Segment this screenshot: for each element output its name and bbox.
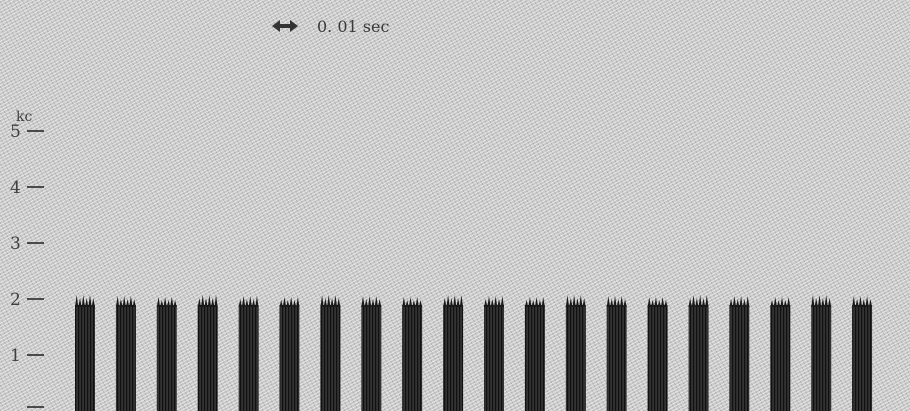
pulse-band-11 [484, 296, 504, 411]
pulse-band-13 [565, 295, 586, 411]
pulse-band-20 [852, 296, 873, 411]
double-arrow-icon [272, 20, 298, 32]
pulse-band-4 [197, 295, 218, 411]
pulse-band-1 [75, 295, 95, 411]
pulse-band-16 [688, 295, 709, 411]
y-tick-label-3: 3 [10, 234, 21, 254]
pulse-band-12 [524, 297, 545, 411]
y-tick-label-5: 5 [10, 122, 21, 142]
pulse-band-18 [770, 297, 791, 411]
pulse-band-19 [811, 295, 832, 411]
pulse-band-6 [279, 297, 300, 411]
y-tick-label-2: 2 [10, 290, 21, 310]
time-scale: 0. 01 sec [272, 17, 389, 36]
time-scale-label: 0. 01 sec [317, 17, 389, 36]
pulse-band-7 [320, 295, 341, 411]
pulse-band-3 [156, 297, 177, 411]
y-axis: 1 2 3 4 5 [10, 122, 44, 408]
pulse-band-10 [443, 295, 464, 411]
y-tick-label-1: 1 [10, 346, 21, 366]
pulse-band-8 [361, 296, 382, 411]
pulse-band-2 [115, 296, 136, 411]
pulse-band-15 [647, 297, 668, 411]
pulse-band-5 [238, 296, 259, 411]
pulse-band-9 [402, 297, 423, 411]
y-tick-label-4: 4 [10, 178, 21, 198]
pulse-train [75, 295, 873, 411]
y-axis-unit-label: kc [16, 109, 32, 125]
pulse-band-17 [729, 296, 750, 411]
pulse-band-14 [606, 296, 627, 411]
